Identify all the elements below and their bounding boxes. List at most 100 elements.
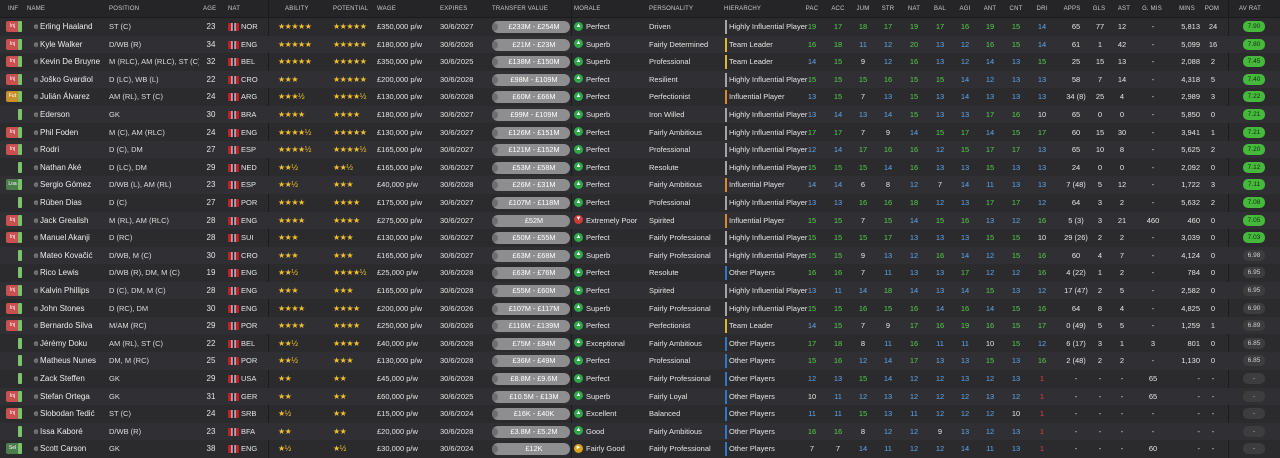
transfer-value[interactable]: £8.8M - £9.6M xyxy=(492,373,570,385)
player-name[interactable]: Joško Gvardiol xyxy=(40,74,93,84)
col-morale[interactable]: MORALE xyxy=(574,6,601,12)
table-row[interactable]: Inj ☻ John Stones D (RC), DM 30 ENG ★★★★ ★★★★ £2… xyxy=(0,300,1280,317)
table-row[interactable]: ☻ Nathan Aké D (LC), DM 29 NED ★★½ ★★½ £165,000… xyxy=(0,159,1280,176)
status-badge[interactable]: Inj xyxy=(6,126,19,138)
table-row[interactable]: Inj ☻ Kyle Walker D/WB (R) 34 ENG ★★★★★ ★★★★★ £1… xyxy=(0,35,1280,53)
table-row[interactable]: Loa ☻ Sergio Gómez D/WB (L), AM (RL) 23 ESP ★★… xyxy=(0,176,1280,194)
status-badge[interactable]: Inj xyxy=(6,56,19,68)
table-row[interactable]: ☻ Rúben Dias D (C) 27 POR ★★★★ ★★★★ £175,000 p/… xyxy=(0,194,1280,211)
player-name[interactable]: Scott Carson xyxy=(40,444,87,454)
table-row[interactable]: Sel ☻ Scott Carson GK 38 ENG ★½ ★½ £30,000 p/w 30… xyxy=(0,440,1280,457)
player-name[interactable]: Stefan Ortega xyxy=(40,391,90,401)
player-name[interactable]: Kevin De Bruyne xyxy=(40,57,101,67)
table-row[interactable]: ☻ Matheus Nunes DM, M (RC) 25 POR ★★½ ★★★ £130,… xyxy=(0,352,1280,370)
col-pac[interactable]: PAC xyxy=(805,6,819,12)
player-name[interactable]: Erling Haaland xyxy=(40,22,93,31)
col-cnt[interactable]: CNT xyxy=(1009,6,1023,12)
col-str[interactable]: STR xyxy=(881,6,895,12)
col-age[interactable]: AGE xyxy=(203,6,217,12)
transfer-value[interactable]: £21M - £23M xyxy=(492,38,570,51)
transfer-value[interactable]: £26M - £31M xyxy=(492,179,570,192)
transfer-value[interactable]: £107M - £118M xyxy=(492,197,570,209)
transfer-value[interactable]: £16K - £40K xyxy=(492,408,570,421)
table-row[interactable]: Inj ☻ Phil Foden M (C), AM (RLC) 24 ENG ★★★★½ ★… xyxy=(0,124,1280,141)
table-row[interactable]: ☻ Jérémy Doku AM (RL), ST (C) 22 BEL ★★½ ★★★★ £… xyxy=(0,335,1280,352)
transfer-value[interactable]: £138M - £150M xyxy=(492,56,570,69)
status-badge[interactable]: Sel xyxy=(6,443,19,455)
col-ant[interactable]: ANT xyxy=(983,6,997,12)
transfer-value[interactable]: £36M - £49M xyxy=(492,355,570,368)
player-name[interactable]: Kyle Walker xyxy=(40,39,83,49)
player-name[interactable]: Nathan Aké xyxy=(40,162,82,172)
table-row[interactable]: Inj ☻ Manuel Akanji D (RC) 28 SUI ★★★ ★★★ £130,0… xyxy=(0,229,1280,246)
player-name[interactable]: Rodri xyxy=(40,145,60,155)
transfer-value[interactable]: £60M - £66M xyxy=(492,91,570,104)
player-name[interactable]: Slobodan Tedić xyxy=(40,409,95,419)
player-name[interactable]: Sergio Gómez xyxy=(40,180,92,190)
col-gmis[interactable]: G. MIS xyxy=(1142,6,1162,12)
col-agi[interactable]: AGI xyxy=(959,6,971,12)
status-badge[interactable]: Inj xyxy=(6,232,19,244)
transfer-value[interactable]: £121M - £152M xyxy=(492,144,570,157)
status-badge[interactable]: Inj xyxy=(6,285,19,296)
transfer-value[interactable]: £55M - £60M xyxy=(492,285,570,297)
player-name[interactable]: Zack Steffen xyxy=(40,374,85,383)
table-row[interactable]: Inj ☻ Jack Grealish M (RL), AM (RLC) 28 ENG ★★… xyxy=(0,211,1280,229)
player-name[interactable]: Kalvin Phillips xyxy=(40,286,90,295)
player-name[interactable]: John Stones xyxy=(40,303,85,313)
table-row[interactable]: Inj ☻ Bernardo Silva M/AM (RC) 29 POR ★★★★ ★★★★… xyxy=(0,317,1280,335)
col-ability[interactable]: ABILITY xyxy=(285,6,309,12)
col-gls[interactable]: GLS xyxy=(1092,6,1106,12)
col-acc[interactable]: ACC xyxy=(831,6,845,12)
transfer-value[interactable]: £50M - £55M xyxy=(492,232,570,245)
transfer-value[interactable]: £63M - £68M xyxy=(492,249,570,262)
table-row[interactable]: Inj ☻ Slobodan Tedić ST (C) 24 SRB ★½ ★★ £15,000… xyxy=(0,405,1280,422)
col-transfer-value[interactable]: TRANSFER VALUE xyxy=(492,6,549,12)
status-badge[interactable]: Inj xyxy=(6,214,19,226)
transfer-value[interactable]: £75M - £84M xyxy=(492,337,570,350)
table-row[interactable]: Inj ☻ Kevin De Bruyne M (RLC), AM (RLC), ST… xyxy=(0,53,1280,70)
status-badge[interactable]: Fut xyxy=(6,91,19,103)
transfer-value[interactable]: £126M - £151M xyxy=(492,126,570,139)
player-name[interactable]: Phil Foden xyxy=(40,127,79,137)
transfer-value[interactable]: £63M - £76M xyxy=(492,267,570,280)
transfer-value[interactable]: £99M - £109M xyxy=(492,109,570,121)
player-name[interactable]: Ederson xyxy=(40,110,70,119)
transfer-value[interactable]: £12K xyxy=(492,443,570,456)
col-expires[interactable]: EXPIRES xyxy=(440,6,468,12)
col-jum[interactable]: JUM xyxy=(856,6,870,12)
transfer-value[interactable]: £10.5M - £13M xyxy=(492,390,570,403)
col-personality[interactable]: PERSONALITY xyxy=(649,6,694,12)
status-badge[interactable]: Inj xyxy=(6,320,19,332)
col-nat-attr[interactable]: NAT xyxy=(907,6,921,12)
player-name[interactable]: Issa Kaboré xyxy=(40,426,83,436)
player-name[interactable]: Manuel Akanji xyxy=(40,233,90,243)
col-name[interactable]: NAME xyxy=(27,6,46,12)
player-name[interactable]: Rúben Dias xyxy=(40,198,82,207)
col-inf[interactable]: INF xyxy=(8,6,19,12)
transfer-value[interactable]: £3.8M - £5.2M xyxy=(492,425,570,438)
transfer-value[interactable]: £233M - £254M xyxy=(492,21,570,33)
player-name[interactable]: Jérémy Doku xyxy=(40,338,88,348)
col-avrat[interactable]: AV RAT xyxy=(1239,6,1261,12)
status-badge[interactable]: Loa xyxy=(6,179,19,191)
table-row[interactable]: Fut ☻ Julián Álvarez AM (RL), ST (C) 24 ARG ★★… xyxy=(0,88,1280,105)
player-name[interactable]: Bernardo Silva xyxy=(40,321,93,331)
status-badge[interactable]: Inj xyxy=(6,390,19,402)
col-bal[interactable]: BAL xyxy=(934,6,946,12)
status-badge[interactable]: Inj xyxy=(6,38,19,50)
col-pom[interactable]: POM xyxy=(1204,6,1220,12)
col-hierarchy[interactable]: HIERARCHY xyxy=(724,6,762,12)
table-row[interactable]: ☻ Zack Steffen GK 29 USA ★★ ★★ £45,000 p/w 30/6/… xyxy=(0,370,1280,387)
table-row[interactable]: Inj ☻ Erling Haaland ST (C) 23 NOR ★★★★★ ★★★★★ £… xyxy=(0,18,1280,35)
player-name[interactable]: Rico Lewis xyxy=(40,268,79,278)
transfer-value[interactable]: £52M xyxy=(492,214,570,227)
col-nat[interactable]: NAT xyxy=(228,6,241,12)
status-badge[interactable]: Inj xyxy=(6,302,19,314)
table-row[interactable]: ☻ Mateo Kovačić D/WB, M (C) 30 CRO ★★★ ★★★ £165… xyxy=(0,246,1280,265)
table-row[interactable]: Inj ☻ Joško Gvardiol D (LC), WB (L) 22 CRO ★★★… xyxy=(0,70,1280,89)
status-badge[interactable]: Inj xyxy=(6,408,19,420)
status-badge[interactable]: Inj xyxy=(6,144,19,156)
col-ast[interactable]: AST xyxy=(1117,6,1131,12)
transfer-value[interactable]: £98M - £109M xyxy=(492,73,570,86)
